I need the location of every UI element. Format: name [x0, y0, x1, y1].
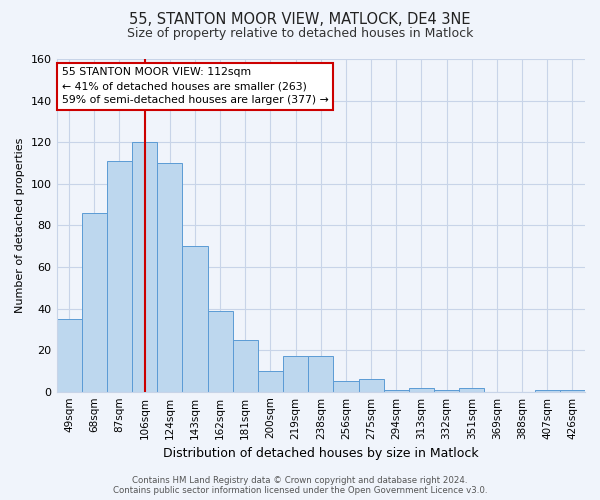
X-axis label: Distribution of detached houses by size in Matlock: Distribution of detached houses by size …: [163, 447, 479, 460]
Bar: [258, 371, 283, 392]
Bar: [434, 390, 459, 392]
Bar: [359, 379, 383, 392]
Bar: [233, 340, 258, 392]
Bar: [182, 246, 208, 392]
Text: 55 STANTON MOOR VIEW: 112sqm
← 41% of detached houses are smaller (263)
59% of s: 55 STANTON MOOR VIEW: 112sqm ← 41% of de…: [62, 68, 329, 106]
Bar: [459, 388, 484, 392]
Bar: [107, 161, 132, 392]
Bar: [383, 390, 409, 392]
Bar: [334, 382, 359, 392]
Y-axis label: Number of detached properties: Number of detached properties: [15, 138, 25, 313]
Bar: [82, 213, 107, 392]
Bar: [132, 142, 157, 392]
Bar: [208, 310, 233, 392]
Bar: [283, 356, 308, 392]
Bar: [56, 319, 82, 392]
Bar: [157, 163, 182, 392]
Text: Contains HM Land Registry data © Crown copyright and database right 2024.
Contai: Contains HM Land Registry data © Crown c…: [113, 476, 487, 495]
Bar: [560, 390, 585, 392]
Text: 55, STANTON MOOR VIEW, MATLOCK, DE4 3NE: 55, STANTON MOOR VIEW, MATLOCK, DE4 3NE: [129, 12, 471, 28]
Text: Size of property relative to detached houses in Matlock: Size of property relative to detached ho…: [127, 28, 473, 40]
Bar: [409, 388, 434, 392]
Bar: [535, 390, 560, 392]
Bar: [308, 356, 334, 392]
